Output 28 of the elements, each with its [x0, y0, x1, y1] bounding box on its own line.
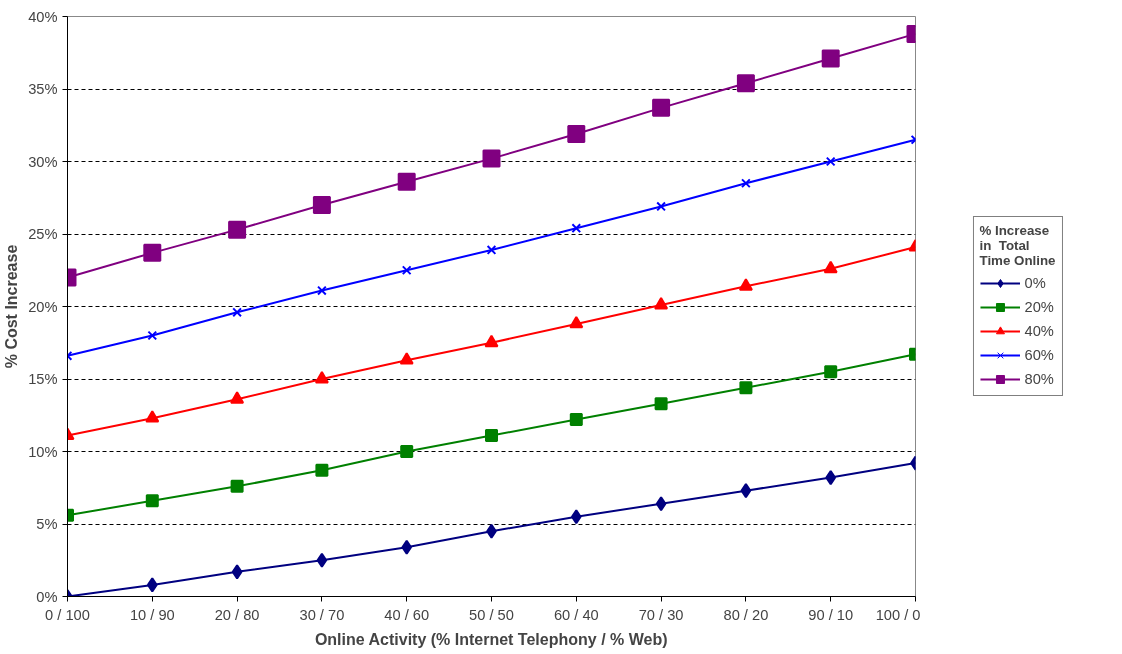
y-tick-label: 30%	[28, 153, 58, 170]
x-tick-label: 70 / 30	[638, 606, 684, 623]
x-tick-label: 100 / 0	[875, 606, 921, 623]
x-axis-title: Online Activity (% Internet Telephony / % Web)	[314, 630, 668, 648]
legend-label: 80%	[1024, 371, 1054, 387]
y-tick-label: 0%	[36, 588, 58, 605]
x-tick-label: 20 / 80	[214, 606, 260, 623]
y-tick-label: 40%	[28, 8, 58, 25]
y-tick-label: 25%	[28, 226, 58, 242]
legend-label: 0%	[1024, 275, 1046, 291]
x-tick-label: 80 / 20	[723, 606, 769, 623]
x-tick-label: 40 / 60	[384, 606, 430, 623]
y-tick-label: 15%	[28, 371, 58, 387]
legend-label: 40%	[1024, 323, 1054, 339]
x-tick-label: 10 / 90	[129, 606, 175, 623]
y-tick-label: 5%	[36, 516, 58, 532]
legend-title: % Increase in Total Time Online	[979, 223, 1056, 268]
x-tick-label: 30 / 70	[299, 606, 345, 623]
x-tick-label: 60 / 40	[553, 606, 599, 623]
x-tick-label: 0 / 100	[45, 606, 90, 623]
x-tick-label: 90 / 10	[808, 606, 854, 623]
y-tick-label: 20%	[28, 298, 58, 315]
legend-label: 20%	[1024, 299, 1054, 315]
legend-label: 60%	[1024, 347, 1054, 363]
y-tick-label: 10%	[28, 443, 58, 460]
y-tick-label: 35%	[28, 81, 58, 97]
y-axis-title: % Cost Increase	[3, 244, 21, 369]
x-tick-label: 50 / 50	[469, 606, 514, 623]
